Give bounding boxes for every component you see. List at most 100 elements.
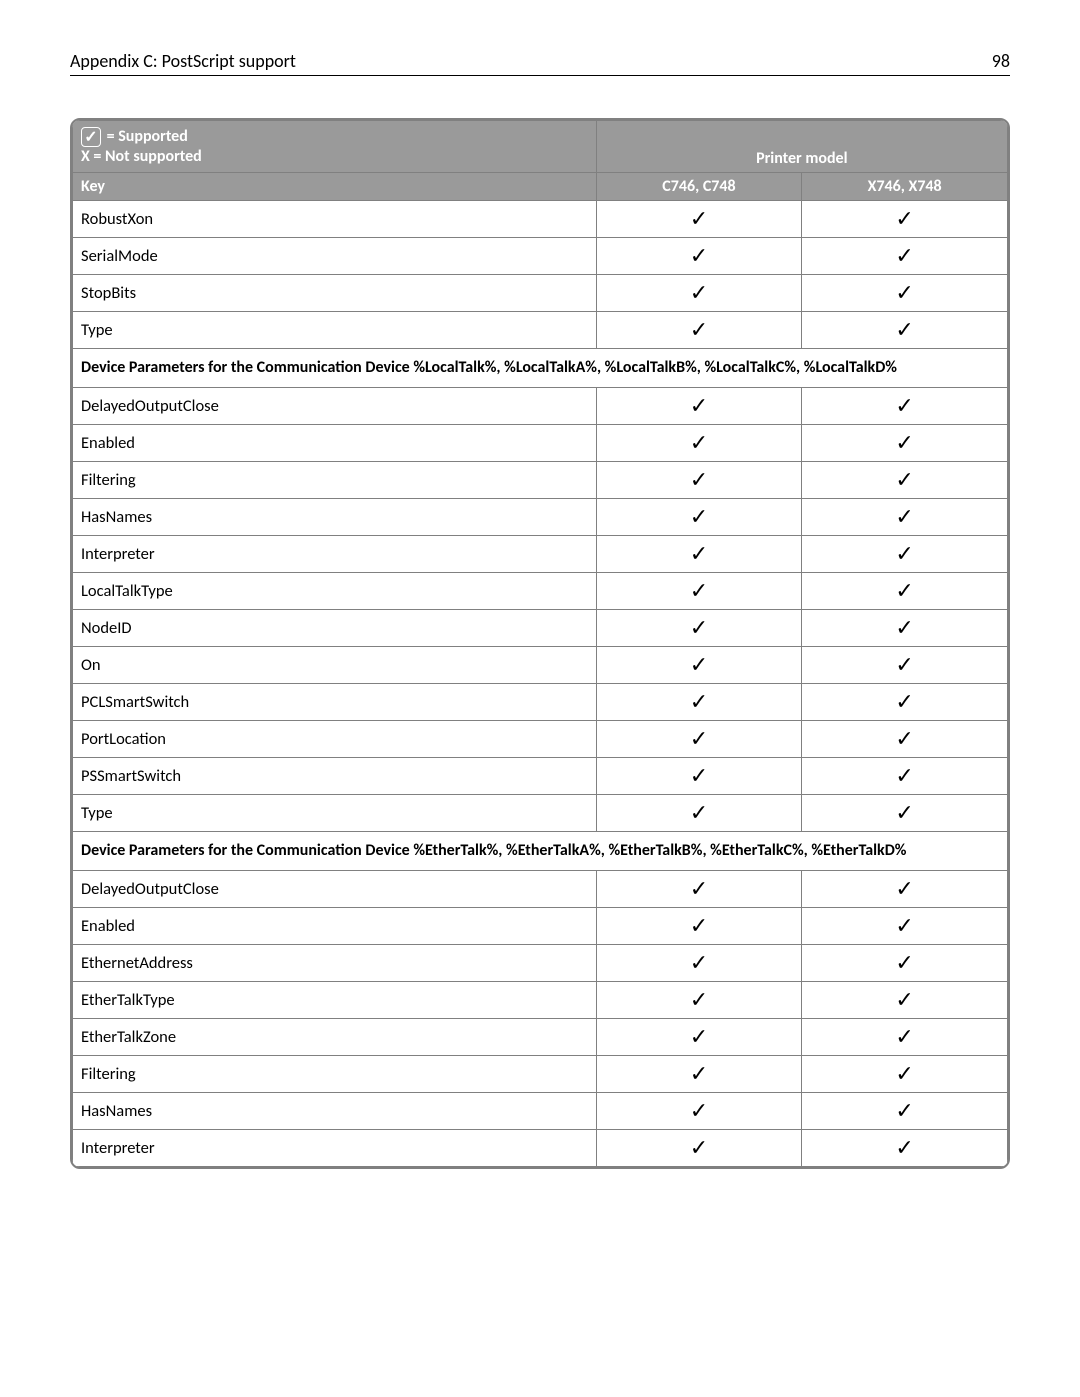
legend-supported-text: = Supported [107,127,188,146]
page-title: Appendix C: PostScript support [70,50,296,72]
model2-cell: ✓ [802,1130,1008,1167]
model2-cell: ✓ [802,684,1008,721]
model1-cell: ✓ [596,462,802,499]
key-cell: StopBits [73,275,597,312]
model1-cell: ✓ [596,684,802,721]
table-row: On✓✓ [73,647,1008,684]
key-cell: Filtering [73,1056,597,1093]
table-row: NodeID✓✓ [73,610,1008,647]
table-row: EtherTalkZone✓✓ [73,1019,1008,1056]
model1-cell: ✓ [596,275,802,312]
model2-cell: ✓ [802,1056,1008,1093]
key-cell: Filtering [73,462,597,499]
key-cell: Interpreter [73,536,597,573]
table-section-row: Device Parameters for the Communication … [73,832,1008,871]
model2-cell: ✓ [802,462,1008,499]
table-head: ✓ = Supported X = Not supported Printer … [73,121,1008,201]
model2-cell: ✓ [802,1093,1008,1130]
table-row: HasNames✓✓ [73,499,1008,536]
model2-cell: ✓ [802,721,1008,758]
model2-cell: ✓ [802,982,1008,1019]
model2-cell: ✓ [802,312,1008,349]
table-row: SerialMode✓✓ [73,238,1008,275]
key-cell: Enabled [73,908,597,945]
key-cell: DelayedOutputClose [73,871,597,908]
table-row: EtherTalkType✓✓ [73,982,1008,1019]
model1-cell: ✓ [596,238,802,275]
support-table-wrapper: ✓ = Supported X = Not supported Printer … [70,118,1010,1169]
legend-supported: ✓ = Supported [81,127,588,147]
key-cell: LocalTalkType [73,573,597,610]
header-row-2: KeyC746, C748X746, X748 [73,173,1008,201]
table-row: HasNames✓✓ [73,1093,1008,1130]
table-row: Filtering✓✓ [73,462,1008,499]
model1-cell: ✓ [596,1093,802,1130]
table-row: DelayedOutputClose✓✓ [73,871,1008,908]
model1-cell: ✓ [596,758,802,795]
key-cell: EtherTalkZone [73,1019,597,1056]
table-row: PSSmartSwitch✓✓ [73,758,1008,795]
key-cell: EtherTalkType [73,982,597,1019]
model2-cell: ✓ [802,795,1008,832]
table-row: Interpreter✓✓ [73,1130,1008,1167]
page-header: Appendix C: PostScript support 98 [70,50,1010,76]
model1-cell: ✓ [596,425,802,462]
key-cell: RobustXon [73,201,597,238]
table-row: PortLocation✓✓ [73,721,1008,758]
model2-cell: ✓ [802,238,1008,275]
model2-cell: ✓ [802,1019,1008,1056]
model1-cell: ✓ [596,499,802,536]
model1-cell: ✓ [596,945,802,982]
model2-cell: ✓ [802,610,1008,647]
model1-cell: ✓ [596,201,802,238]
model1-header: C746, C748 [596,173,802,201]
model2-cell: ✓ [802,388,1008,425]
key-cell: Type [73,795,597,832]
model2-cell: ✓ [802,758,1008,795]
model1-cell: ✓ [596,536,802,573]
key-cell: Type [73,312,597,349]
section-title: Device Parameters for the Communication … [73,832,1008,871]
model1-cell: ✓ [596,1130,802,1167]
key-cell: Interpreter [73,1130,597,1167]
table-row: DelayedOutputClose✓✓ [73,388,1008,425]
model2-cell: ✓ [802,275,1008,312]
model2-header: X746, X748 [802,173,1008,201]
model1-cell: ✓ [596,388,802,425]
model2-cell: ✓ [802,908,1008,945]
model1-cell: ✓ [596,721,802,758]
table-section-row: Device Parameters for the Communication … [73,349,1008,388]
key-header: Key [73,173,597,201]
model1-cell: ✓ [596,312,802,349]
model2-cell: ✓ [802,425,1008,462]
key-cell: PCLSmartSwitch [73,684,597,721]
key-cell: SerialMode [73,238,597,275]
legend-not-supported: X = Not supported [81,147,588,166]
model1-cell: ✓ [596,610,802,647]
model2-cell: ✓ [802,945,1008,982]
header-row-1: ✓ = Supported X = Not supported Printer … [73,121,1008,173]
page: Appendix C: PostScript support 98 ✓ = Su… [0,0,1080,1209]
model1-cell: ✓ [596,871,802,908]
key-cell: On [73,647,597,684]
model2-cell: ✓ [802,573,1008,610]
key-cell: PortLocation [73,721,597,758]
table-row: RobustXon✓✓ [73,201,1008,238]
printer-model-header: Printer model [596,121,1007,173]
table-body: RobustXon✓✓SerialMode✓✓StopBits✓✓Type✓✓D… [73,201,1008,1167]
support-table: ✓ = Supported X = Not supported Printer … [72,120,1008,1167]
model1-cell: ✓ [596,795,802,832]
table-row: PCLSmartSwitch✓✓ [73,684,1008,721]
model1-cell: ✓ [596,1019,802,1056]
check-icon: ✓ [81,127,101,147]
model2-cell: ✓ [802,536,1008,573]
model1-cell: ✓ [596,908,802,945]
model1-cell: ✓ [596,982,802,1019]
legend-cell: ✓ = Supported X = Not supported [73,121,597,173]
table-row: Type✓✓ [73,795,1008,832]
table-row: Enabled✓✓ [73,425,1008,462]
model2-cell: ✓ [802,871,1008,908]
key-cell: PSSmartSwitch [73,758,597,795]
model1-cell: ✓ [596,1056,802,1093]
model1-cell: ✓ [596,573,802,610]
